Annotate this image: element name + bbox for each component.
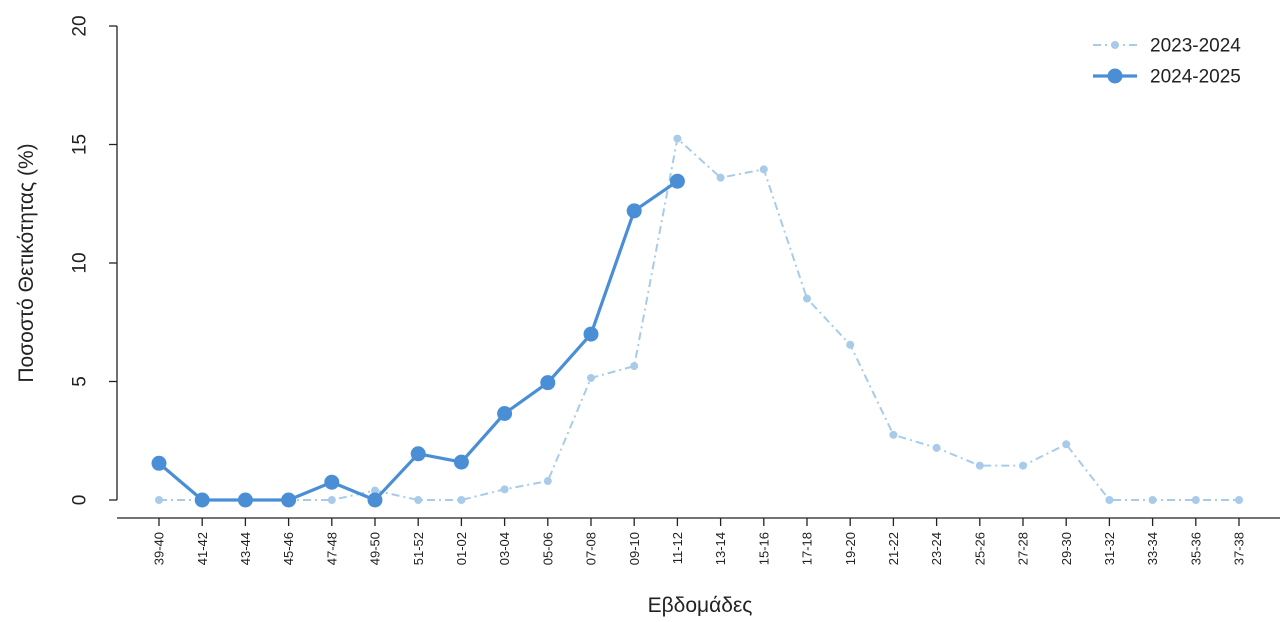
data-point [673, 134, 682, 143]
x-tick-label: 21-22 [886, 532, 901, 565]
data-point [716, 173, 725, 182]
data-point [1191, 496, 1200, 504]
data-point [324, 474, 340, 490]
x-tick-label: 43-44 [238, 532, 253, 565]
x-tick-label: 29-30 [1059, 532, 1074, 565]
data-point [457, 496, 466, 504]
data-point [500, 485, 509, 494]
data-point [497, 405, 513, 421]
data-point [540, 375, 556, 391]
y-tick-label: 5 [70, 376, 91, 387]
legend-item: 2023-2024 [1093, 36, 1241, 57]
legend-label: 2023-2024 [1150, 36, 1241, 57]
x-tick-label: 47-48 [324, 532, 339, 565]
series-2023-2024 [155, 134, 1243, 504]
data-point [543, 477, 552, 486]
x-tick-label: 51-52 [411, 532, 426, 565]
y-axis-title: Ποσοστό Θετικότητας (%) [15, 143, 38, 382]
data-point [587, 373, 595, 382]
x-axis: 39-40 41-42 43-44 45-46 47-48 49-50 51-52 01-02… [117, 517, 1280, 565]
x-axis-title: Εβδομάδες [648, 594, 753, 617]
x-tick-label: 27-28 [1016, 532, 1031, 565]
data-point [155, 496, 163, 504]
data-point [1019, 461, 1027, 470]
data-point [1062, 440, 1071, 449]
x-tick-label: 41-42 [195, 532, 210, 565]
x-tick-label: 33-34 [1145, 532, 1160, 565]
x-tick-label: 37-38 [1232, 532, 1247, 565]
x-tick-label: 01-02 [454, 532, 469, 565]
x-tick-label: 49-50 [368, 532, 383, 565]
x-tick-label: 11-12 [670, 532, 685, 564]
data-point [626, 203, 642, 219]
data-point [327, 496, 336, 504]
y-tick-label: 20 [70, 15, 91, 36]
series-layer [151, 134, 1243, 508]
series-2024-2025 [151, 173, 685, 508]
y-tick-label: 10 [70, 252, 91, 273]
x-tick-label: 35-36 [1188, 532, 1203, 565]
x-tick-label: 39-40 [152, 532, 167, 565]
y-tick-label: 0 [70, 495, 91, 506]
data-point [803, 294, 811, 303]
legend-item: 2024-2025 [1093, 67, 1241, 88]
legend-label: 2024-2025 [1150, 67, 1241, 88]
data-point [453, 454, 469, 470]
data-point [1148, 496, 1157, 504]
data-point [151, 455, 167, 471]
data-point [630, 362, 639, 371]
data-point [371, 486, 379, 495]
data-point [846, 340, 855, 349]
x-tick-label: 17-18 [800, 532, 815, 565]
x-tick-label: 09-10 [627, 532, 642, 565]
x-tick-label: 15-16 [756, 532, 771, 565]
legend: 2023-2024 2024-2025 [1093, 36, 1241, 88]
data-point [281, 492, 297, 508]
x-tick-label: 45-46 [281, 532, 296, 565]
x-tick-label: 23-24 [929, 532, 944, 565]
data-point [1235, 496, 1243, 504]
data-point [414, 496, 423, 504]
series-line [159, 137, 1239, 501]
y-axis: 0 5 10 15 20 [70, 15, 118, 506]
x-tick-label: 19-20 [843, 532, 858, 565]
legend-marker [1111, 41, 1119, 49]
x-tick-label: 25-26 [972, 532, 987, 565]
x-tick-label: 07-08 [584, 532, 599, 565]
y-tick-label: 15 [70, 134, 91, 155]
x-tick-label: 05-06 [540, 532, 555, 565]
data-point [975, 461, 984, 470]
data-point [583, 326, 599, 342]
x-tick-label: 13-14 [713, 532, 728, 565]
x-tick-label: 03-04 [497, 532, 512, 565]
data-point [367, 492, 383, 508]
data-point [1105, 496, 1114, 504]
data-point [932, 443, 941, 452]
data-point [889, 430, 898, 439]
data-point [410, 446, 426, 462]
data-point [194, 492, 210, 508]
legend-marker [1107, 68, 1123, 84]
data-point [237, 492, 253, 508]
data-point [669, 173, 685, 189]
x-tick-label: 31-32 [1102, 532, 1117, 565]
data-point [759, 165, 768, 174]
